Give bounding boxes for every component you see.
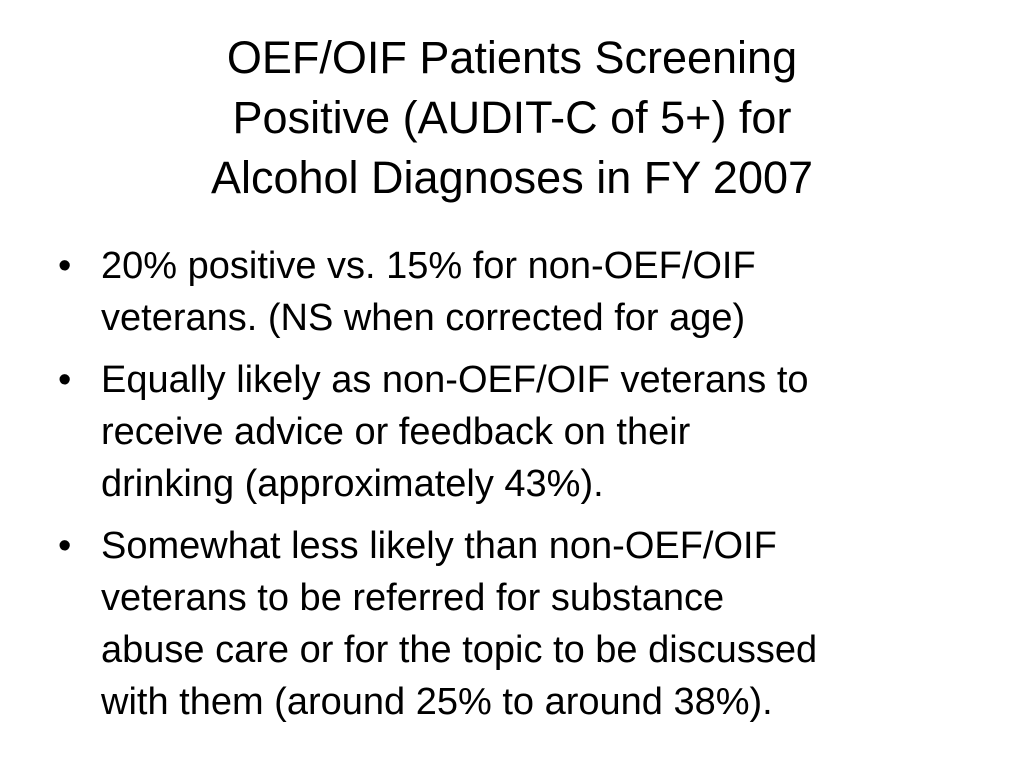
bullet-text-line: abuse care or for the topic to be discus… (101, 629, 818, 671)
bullet-text-line: with them (around 25% to around 38%). (101, 681, 773, 723)
bullet-text-line: receive advice or feedback on their (101, 411, 691, 453)
bullet-item: • 20% positive vs. 15% for non-OEF/OIF v… (58, 240, 978, 344)
title-line: Positive (AUDIT-C of 5+) for (232, 92, 792, 143)
slide-title: OEF/OIF Patients Screening Positive (AUD… (60, 28, 964, 208)
bullet-dot-icon: • (58, 525, 72, 567)
title-line: Alcohol Diagnoses in FY 2007 (210, 152, 814, 203)
bullet-text-line: Somewhat less likely than non-OEF/OIF (101, 525, 777, 567)
title-line: OEF/OIF Patients Screening (226, 32, 798, 83)
bullet-text-line: veterans. (NS when corrected for age) (101, 297, 746, 339)
bullet-text-line: Equally likely as non-OEF/OIF veterans t… (101, 359, 809, 401)
bullet-text-line: drinking (approximately 43%). (101, 463, 604, 505)
bullet-dot-icon: • (58, 359, 72, 401)
bullet-item: • Somewhat less likely than non-OEF/OIF … (58, 520, 978, 728)
bullet-item: • Equally likely as non-OEF/OIF veterans… (58, 354, 978, 510)
bullet-list: • 20% positive vs. 15% for non-OEF/OIF v… (58, 240, 978, 738)
bullet-text-line: veterans to be referred for substance (101, 577, 725, 619)
bullet-text-line: 20% positive vs. 15% for non-OEF/OIF (101, 245, 756, 287)
bullet-dot-icon: • (58, 245, 72, 287)
